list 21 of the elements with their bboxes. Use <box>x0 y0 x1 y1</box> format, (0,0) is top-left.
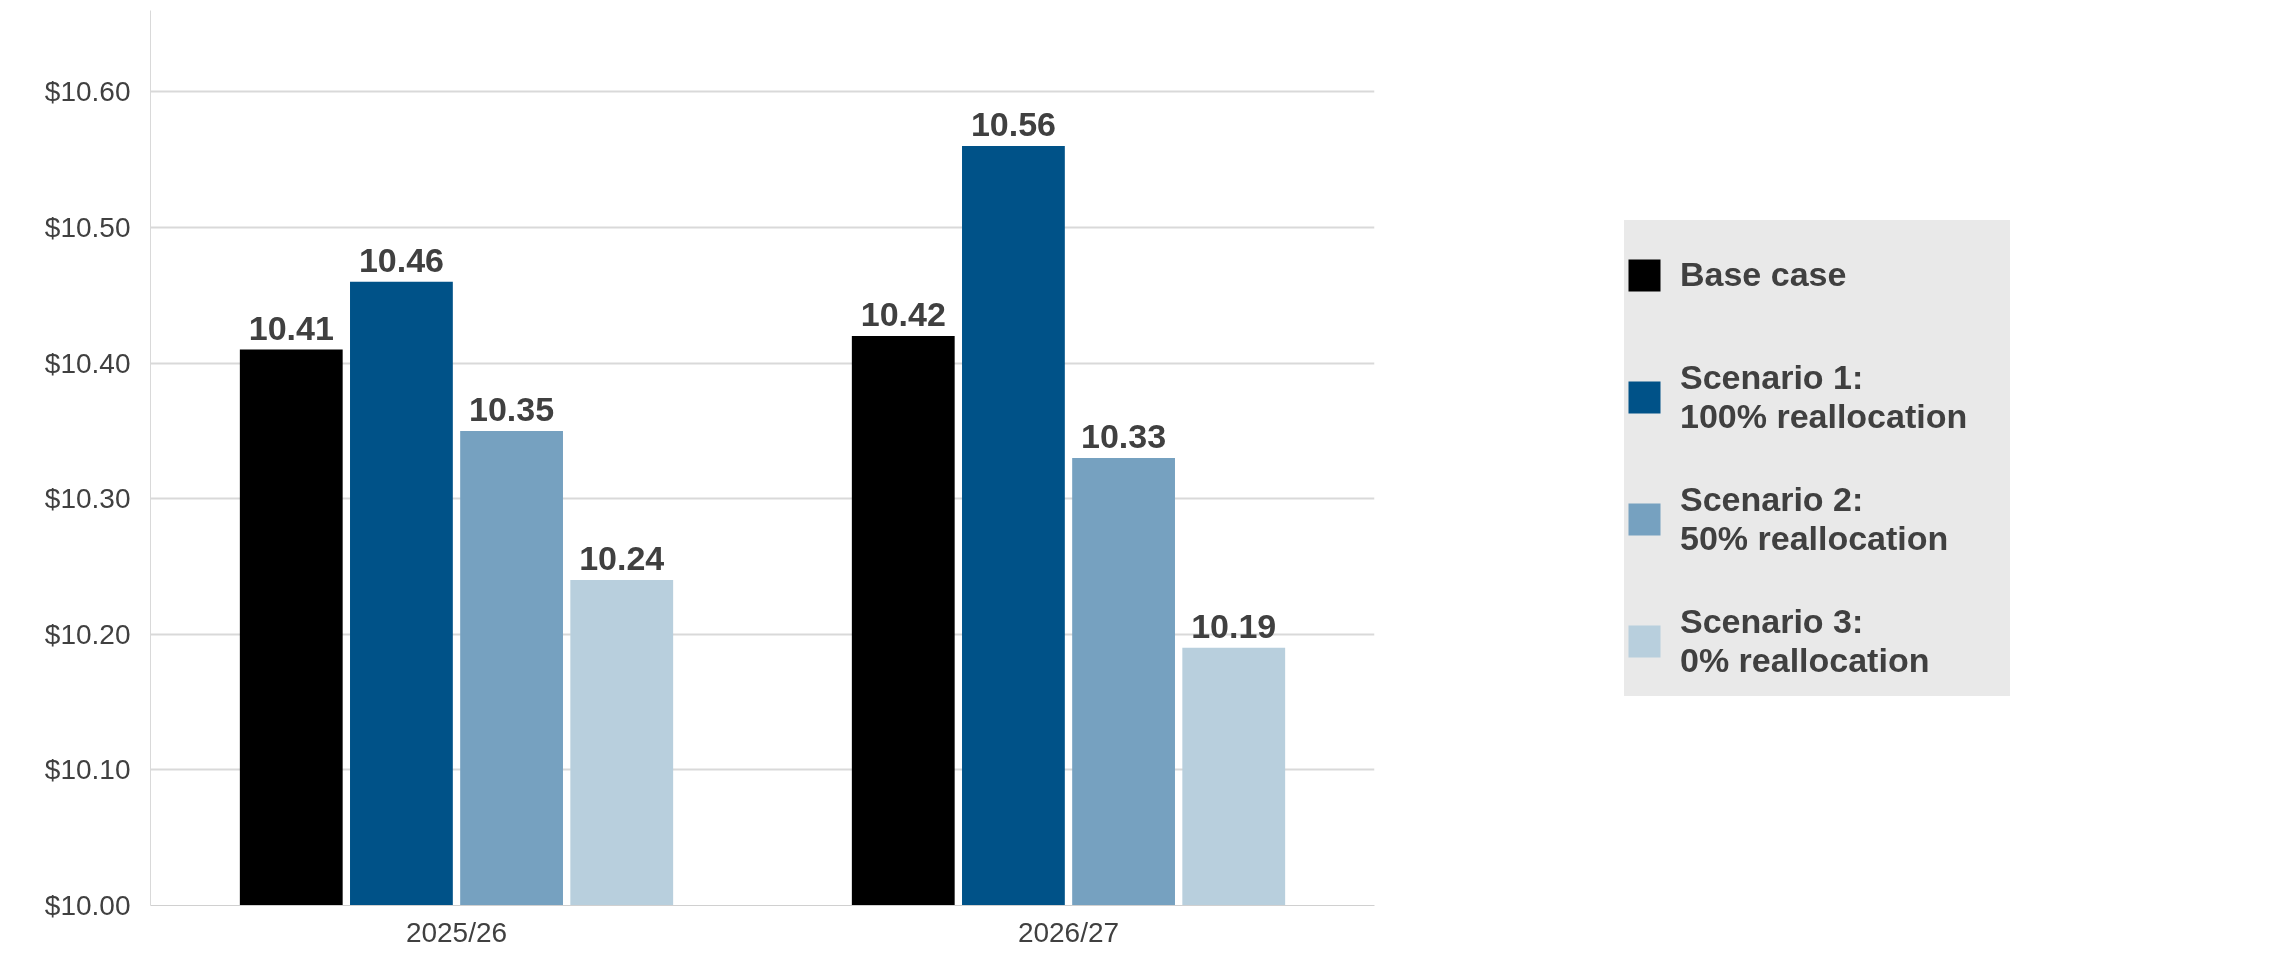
y-tick-label: $10.40 <box>44 347 131 379</box>
y-tick-label: $10.60 <box>44 76 131 108</box>
data-label: 10.33 <box>1081 417 1167 455</box>
data-label: 10.19 <box>1191 606 1277 645</box>
y-tick-label: $10.30 <box>44 483 131 515</box>
legend-label: Scenario 1: 100% reallocation <box>1680 356 1969 437</box>
data-label: 10.56 <box>970 105 1056 144</box>
x-tick-label: 2025/26 <box>405 916 508 948</box>
data-label: 10.41 <box>248 308 334 347</box>
data-label: 10.24 <box>579 539 665 578</box>
y-tick-label: $10.20 <box>44 618 131 650</box>
legend-label: Scenario 3: 0% reallocation <box>1680 600 1931 681</box>
y-tick-label: $10.50 <box>44 211 131 243</box>
y-tick-label: $10.00 <box>44 890 131 921</box>
data-label: 10.35 <box>469 389 555 428</box>
data-label: 10.42 <box>860 294 946 333</box>
x-tick-label: 2026/27 <box>1017 916 1120 948</box>
legend-label: Base case <box>1680 254 1848 295</box>
data-label: 10.46 <box>358 240 444 279</box>
y-tick-label: $10.10 <box>44 754 131 786</box>
legend-label: Scenario 2: 50% reallocation <box>1680 478 1950 559</box>
